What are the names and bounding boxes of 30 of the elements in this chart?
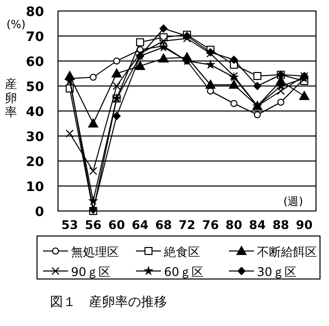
y-tick-label: 50 xyxy=(26,80,44,95)
y-tick-label: 40 xyxy=(26,105,44,120)
legend-label: 絶食区 xyxy=(163,245,200,259)
x-tick-label: 60 xyxy=(108,218,125,232)
x-tick-label: 56 xyxy=(84,218,102,232)
x-tick-label: 88 xyxy=(272,218,290,232)
y-tick-label: 10 xyxy=(26,180,44,195)
x-tick-label: 68 xyxy=(155,218,172,232)
y-axis-title: 産卵率 xyxy=(5,77,17,119)
legend-label: 60ｇ区 xyxy=(164,265,204,279)
x-tick-label: 76 xyxy=(202,218,219,232)
y-tick-label: 60 xyxy=(26,55,44,70)
legend-label: 90ｇ区 xyxy=(71,265,110,279)
y-tick-label: 20 xyxy=(26,155,44,170)
x-tick-label: 53 xyxy=(61,218,78,232)
x-tick-label: 90 xyxy=(296,218,313,232)
x-tick-label: 84 xyxy=(249,218,266,232)
caption: 図１ 産卵率の推移 xyxy=(50,294,167,310)
x-tick-label: 64 xyxy=(132,218,148,232)
text: (%) xyxy=(6,18,26,31)
y-tick-label: 70 xyxy=(26,30,44,45)
legend-label: 不断給餌区 xyxy=(257,245,317,259)
y-tick-label: 80 xyxy=(26,5,44,20)
y-tick-label: 0 xyxy=(34,205,44,220)
x-tick-label: 80 xyxy=(226,218,242,232)
x-axis-title: (週) xyxy=(283,195,303,208)
y-tick-label: 30 xyxy=(26,130,44,145)
legend-label: 無処理区 xyxy=(71,245,119,259)
legend-label: 30ｇ区 xyxy=(257,265,296,279)
x-tick-label: 72 xyxy=(178,218,196,232)
